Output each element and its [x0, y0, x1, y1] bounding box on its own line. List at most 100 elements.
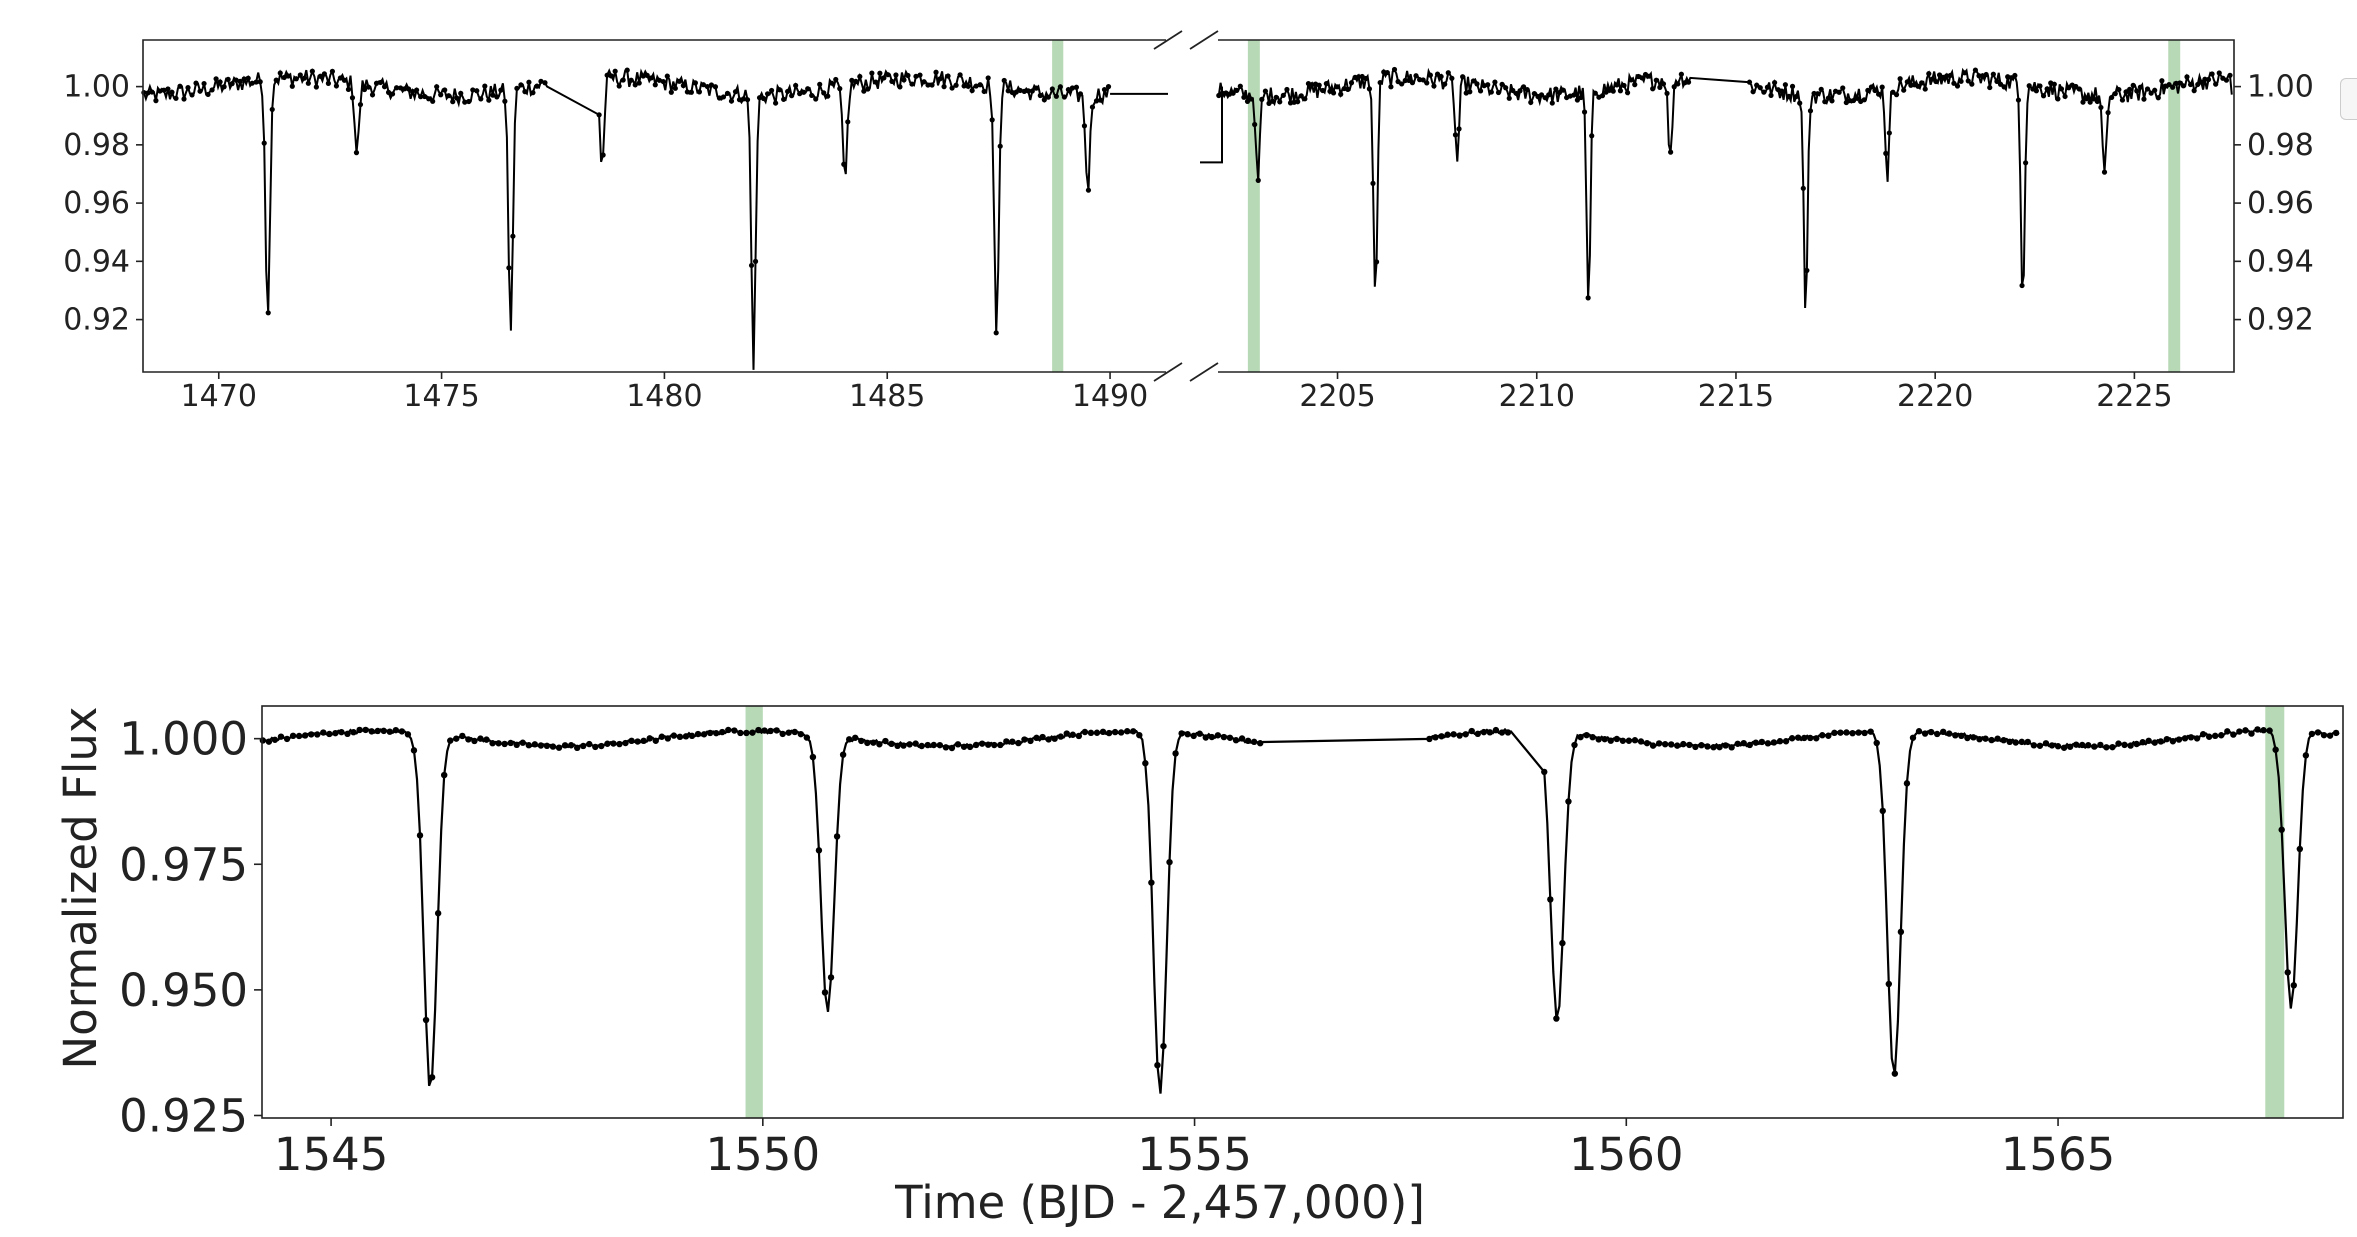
top-data-point — [1097, 97, 1104, 103]
bottom-data-point — [1674, 742, 1681, 749]
top-data-point — [1259, 96, 1265, 102]
bottom-data-point — [1504, 729, 1512, 736]
top-data-point — [620, 77, 626, 83]
top-data-point — [313, 84, 319, 90]
bottom-data-point — [827, 974, 835, 981]
top-data-point — [157, 88, 163, 94]
top-data-point — [2223, 77, 2230, 83]
top-data-point — [1041, 97, 1047, 103]
top-xtick-label: 1475 — [403, 379, 479, 414]
top-data-point — [1366, 86, 1373, 92]
top-data-point — [530, 90, 536, 96]
bottom-data-point — [1873, 739, 1880, 747]
top-data-point — [648, 75, 654, 81]
bottom-data-point — [2193, 735, 2201, 742]
bottom-data-point — [1547, 896, 1554, 903]
top-data-point — [2177, 80, 2183, 86]
top-data-point — [897, 84, 903, 90]
top-ytick-label-left: 1.00 — [63, 70, 130, 105]
top-ytick-label-right: 0.98 — [2247, 128, 2314, 163]
bottom-data-point — [622, 739, 629, 747]
bottom-data-point — [918, 742, 925, 750]
bottom-xtick-label: 1545 — [274, 1128, 389, 1181]
top-curve-line-0 — [142, 68, 1110, 370]
top-data-point — [2159, 78, 2165, 84]
bottom-data-point — [1958, 732, 1965, 740]
top-data-point — [1057, 84, 1063, 90]
bottom-data-point — [948, 744, 956, 752]
bottom-data-point — [2212, 732, 2219, 740]
top-data-point — [2076, 86, 2083, 92]
bottom-data-point — [2218, 732, 2225, 739]
top-data-point — [1786, 93, 1792, 100]
bottom-data-point — [1051, 735, 1058, 742]
bottom-data-point — [271, 736, 279, 743]
bottom-data-point — [2103, 744, 2110, 751]
bottom-data-point — [561, 742, 569, 749]
top-data-point — [149, 89, 155, 95]
top-data-point — [845, 119, 851, 125]
top-data-point — [510, 233, 516, 239]
bottom-data-point — [2000, 737, 2007, 744]
bottom-ytick-label: 1.000 — [119, 713, 248, 766]
top-data-point — [1467, 89, 1473, 95]
top-data-point — [1061, 94, 1067, 100]
bottom-data-point — [725, 726, 732, 734]
top-data-point — [2051, 81, 2057, 87]
top-data-point — [1073, 84, 1080, 90]
bottom-highlight-band-1 — [2265, 706, 2285, 1118]
bottom-frame — [261, 705, 2344, 1119]
bottom-data-point — [978, 740, 986, 747]
top-data-point — [781, 96, 787, 102]
top-data-point — [1761, 89, 1767, 95]
top-data-point — [1277, 99, 1283, 105]
top-ytick-label-left: 0.98 — [63, 128, 130, 163]
axis-break-mark-3 — [1189, 362, 1219, 382]
bottom-data-point — [1027, 737, 1034, 745]
top-data-point — [281, 74, 287, 81]
top-data-point — [957, 72, 963, 78]
top-break-tail-right — [1200, 86, 1223, 164]
top-data-point — [2026, 83, 2032, 89]
top-data-point — [837, 86, 843, 92]
bottom-data-point — [2296, 845, 2304, 853]
bottom-data-point — [1613, 735, 1621, 743]
top-data-point — [949, 85, 955, 91]
top-data-point — [813, 96, 819, 102]
top-data-point — [1316, 82, 1322, 88]
bottom-data-point — [1946, 730, 1953, 737]
top-data-point — [397, 85, 404, 91]
bottom-data-point — [1976, 735, 1983, 743]
bottom-data-point — [876, 741, 883, 748]
bottom-data-point — [1468, 727, 1475, 735]
top-data-point — [1323, 81, 1329, 87]
bottom-data-point — [1903, 780, 1911, 787]
bottom-data-point — [1220, 733, 1228, 741]
highlight-band-1 — [1247, 40, 1260, 372]
bottom-data-point — [1601, 735, 1608, 743]
top-data-point — [1384, 69, 1390, 76]
top-data-point — [229, 81, 235, 87]
bottom-data-point — [2326, 732, 2334, 739]
top-data-point — [1424, 80, 1430, 86]
bottom-data-point — [2097, 741, 2104, 749]
side-tab-button[interactable] — [2340, 78, 2357, 120]
bottom-data-point — [2332, 729, 2340, 737]
bottom-data-point — [1577, 733, 1584, 741]
bottom-data-point — [416, 832, 424, 839]
bottom-data-point — [634, 738, 641, 745]
top-data-point — [2044, 86, 2050, 92]
bottom-ytick-label: 0.950 — [119, 964, 248, 1017]
bottom-data-point — [308, 731, 315, 738]
top-data-point — [1958, 78, 1964, 84]
top-data-point — [1614, 82, 1620, 88]
top-data-point — [470, 87, 476, 93]
bottom-data-point — [1740, 739, 1747, 747]
bottom-data-point — [2091, 743, 2098, 750]
bottom-data-point — [507, 739, 514, 747]
bottom-data-point — [1063, 730, 1070, 737]
bottom-data-point — [1541, 768, 1548, 776]
top-data-point — [1477, 88, 1484, 94]
top-xtick-label: 1485 — [849, 379, 925, 414]
top-data-point — [1610, 88, 1616, 94]
